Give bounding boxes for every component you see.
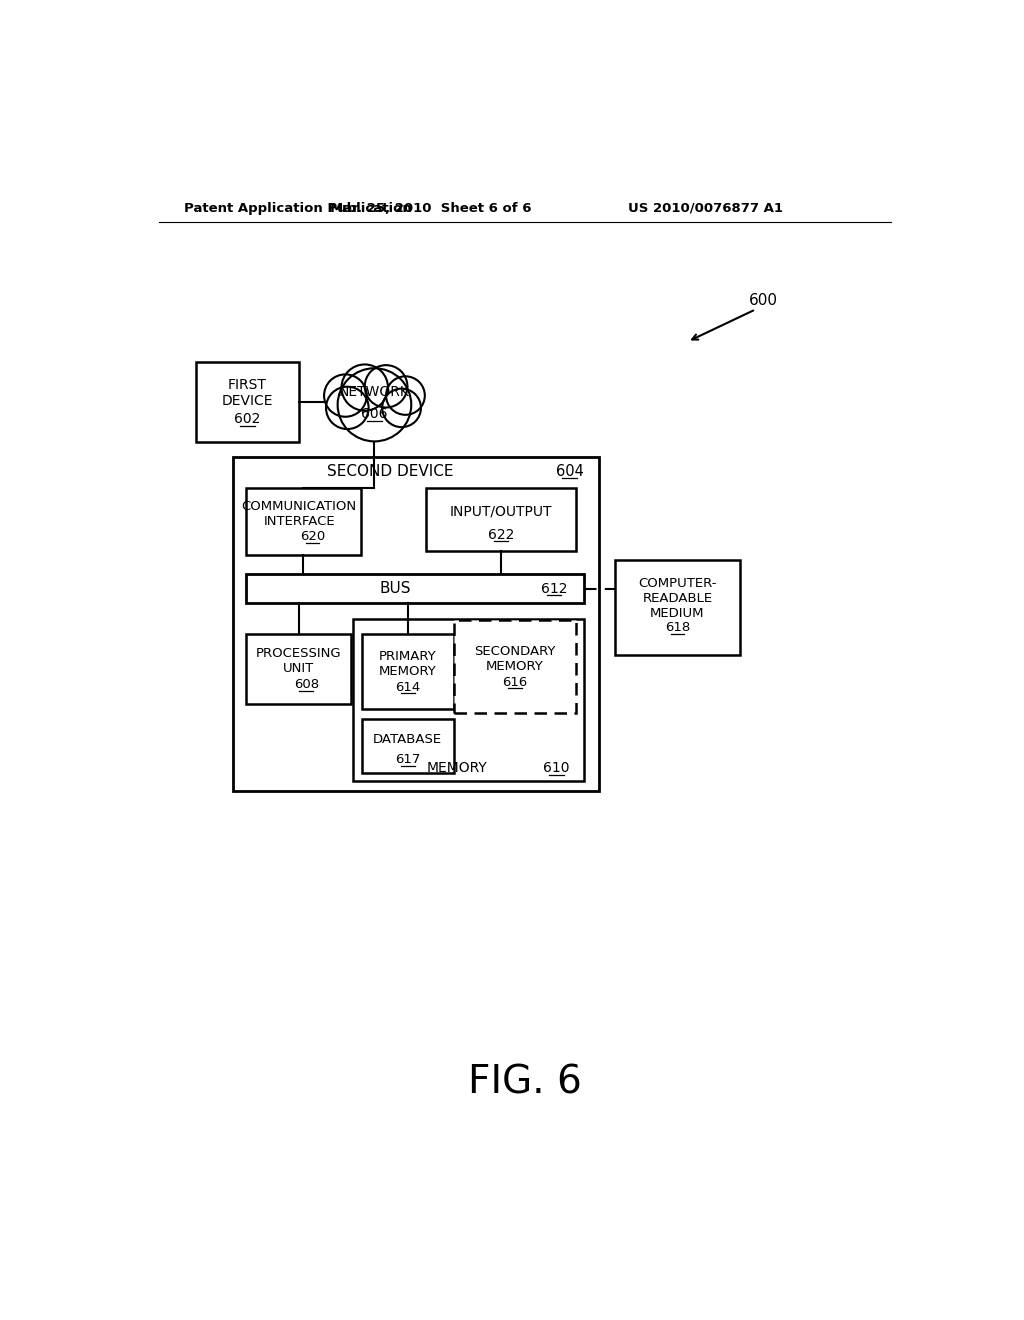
Text: 600: 600 bbox=[749, 293, 778, 309]
Bar bbox=[454, 620, 575, 713]
Text: PRIMARY
MEMORY: PRIMARY MEMORY bbox=[379, 649, 436, 678]
Circle shape bbox=[382, 388, 421, 428]
Circle shape bbox=[386, 376, 425, 414]
Text: MEMORY: MEMORY bbox=[426, 762, 487, 775]
Text: FIG. 6: FIG. 6 bbox=[468, 1064, 582, 1101]
Text: 622: 622 bbox=[488, 528, 514, 543]
Text: INPUT/OUTPUT: INPUT/OUTPUT bbox=[450, 504, 552, 519]
Text: 620: 620 bbox=[300, 531, 325, 544]
Circle shape bbox=[342, 364, 388, 411]
Bar bbox=[614, 561, 740, 655]
Bar bbox=[246, 488, 360, 554]
Bar bbox=[232, 457, 599, 792]
Text: 614: 614 bbox=[395, 681, 421, 693]
Text: SECOND DEVICE: SECOND DEVICE bbox=[327, 463, 454, 479]
Bar bbox=[362, 635, 454, 709]
Text: 608: 608 bbox=[294, 677, 318, 690]
Bar bbox=[362, 719, 454, 774]
Circle shape bbox=[365, 366, 408, 408]
Text: FIRST
DEVICE: FIRST DEVICE bbox=[221, 378, 273, 408]
Text: Patent Application Publication: Patent Application Publication bbox=[183, 202, 412, 215]
Text: Mar. 25, 2010  Sheet 6 of 6: Mar. 25, 2010 Sheet 6 of 6 bbox=[330, 202, 531, 215]
Text: 612: 612 bbox=[541, 582, 567, 595]
Text: PROCESSING
UNIT: PROCESSING UNIT bbox=[256, 647, 341, 676]
Bar bbox=[197, 363, 299, 442]
Text: DATABASE: DATABASE bbox=[373, 733, 442, 746]
Text: BUS: BUS bbox=[380, 581, 411, 597]
Bar bbox=[246, 635, 351, 704]
Text: 602: 602 bbox=[234, 412, 260, 426]
Circle shape bbox=[326, 387, 369, 429]
Text: 610: 610 bbox=[544, 762, 569, 775]
Circle shape bbox=[324, 375, 367, 417]
Circle shape bbox=[338, 368, 412, 441]
Text: NETWORK: NETWORK bbox=[339, 385, 410, 400]
Text: SECONDARY
MEMORY: SECONDARY MEMORY bbox=[474, 645, 555, 673]
Text: 616: 616 bbox=[502, 676, 527, 689]
Text: US 2010/0076877 A1: US 2010/0076877 A1 bbox=[628, 202, 783, 215]
Text: 618: 618 bbox=[665, 622, 690, 634]
Bar bbox=[352, 619, 584, 780]
Text: COMMUNICATION
INTERFACE: COMMUNICATION INTERFACE bbox=[242, 500, 356, 528]
Bar bbox=[426, 488, 575, 552]
Text: COMPUTER-
READABLE
MEDIUM: COMPUTER- READABLE MEDIUM bbox=[638, 577, 717, 620]
Text: 606: 606 bbox=[361, 407, 388, 421]
Text: 617: 617 bbox=[395, 754, 421, 767]
Bar bbox=[246, 574, 584, 603]
Text: 604: 604 bbox=[556, 463, 584, 479]
